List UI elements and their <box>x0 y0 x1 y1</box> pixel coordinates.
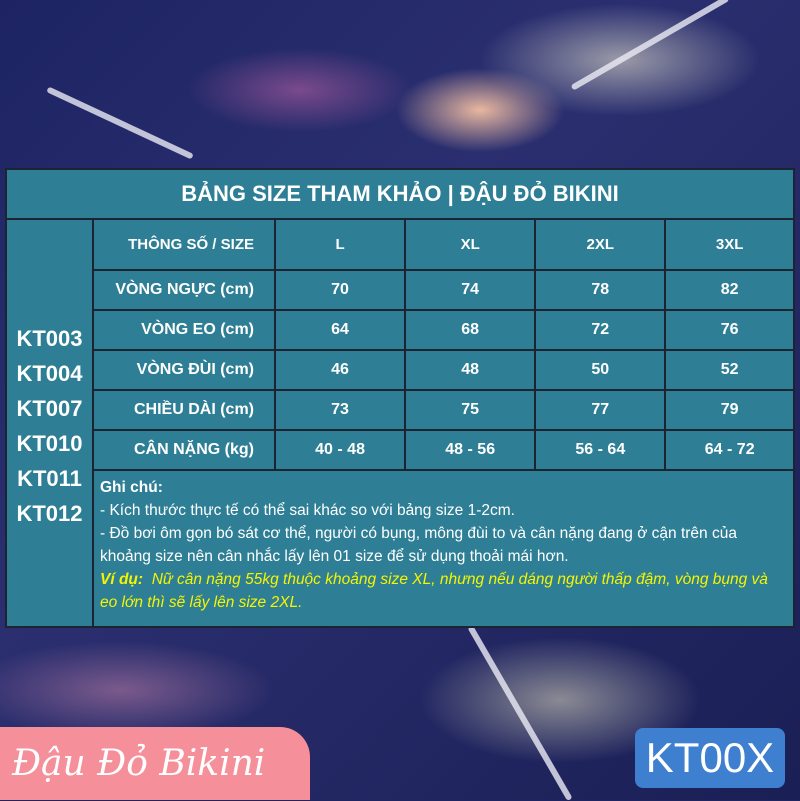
table-cell: 82 <box>664 269 793 311</box>
table-cell: 77 <box>534 389 667 431</box>
table-cell: 72 <box>534 309 667 351</box>
row-label: VÒNG NGỰC (cm) <box>94 269 276 311</box>
table-row: CÂN NẶNG (kg) 40 - 48 48 - 56 56 - 64 64 - 7… <box>94 429 793 471</box>
product-code: KT011 <box>17 466 82 491</box>
table-cell: L <box>273 220 407 271</box>
table-cell: 68 <box>404 309 537 351</box>
table-cell: 56 - 64 <box>534 429 667 471</box>
product-code: KT012 <box>16 501 83 526</box>
table-header-row: THÔNG SỐ / SIZE L XL 2XL 3XL <box>94 220 793 271</box>
size-chart: BẢNG SIZE THAM KHẢO | ĐẬU ĐỎ BIKINI KT00… <box>5 168 795 628</box>
notes: Ghi chú: - Kích thước thực tế có thể sai… <box>96 472 793 618</box>
table-cell: 64 - 72 <box>664 429 793 471</box>
brand-logo: Đậu Đỏ Bikini <box>0 727 310 800</box>
table-row: VÒNG ĐÙI (cm) 46 48 50 52 <box>94 349 793 391</box>
table-cell: XL <box>404 220 537 271</box>
table-cell: 46 <box>273 349 407 391</box>
row-label: VÒNG ĐÙI (cm) <box>94 349 276 391</box>
row-label: VÒNG EO (cm) <box>94 309 276 351</box>
table-row: CHIỀU DÀI (cm) 73 75 77 79 <box>94 389 793 431</box>
table-cell: 40 - 48 <box>273 429 407 471</box>
table-cell: 79 <box>664 389 793 431</box>
table-cell: 78 <box>534 269 667 311</box>
row-label: CÂN NẶNG (kg) <box>94 429 276 471</box>
table-cell: 73 <box>273 389 407 431</box>
table-cell: 3XL <box>664 220 793 271</box>
product-codes: KT003 KT004 KT007 KT010 KT011 KT012 <box>7 220 94 626</box>
product-code: KT007 <box>16 396 83 421</box>
size-table: THÔNG SỐ / SIZE L XL 2XL 3XL VÒNG NGỰC (cm) 70… <box>94 220 793 471</box>
table-cell: 64 <box>273 309 407 351</box>
product-code: KT010 <box>16 431 83 456</box>
note-line: - Kích thước thực tế có thể sai khác so … <box>100 502 515 519</box>
row-label: CHIỀU DÀI (cm) <box>94 389 276 431</box>
table-cell: 75 <box>404 389 537 431</box>
table-cell: 50 <box>534 349 667 391</box>
table-cell: 74 <box>404 269 537 311</box>
table-cell: 76 <box>664 309 793 351</box>
table-cell: 52 <box>664 349 793 391</box>
table-cell: 70 <box>273 269 407 311</box>
table-cell: 48 <box>404 349 537 391</box>
note-line: - Đồ bơi ôm gọn bó sát cơ thể, người có … <box>100 525 737 565</box>
product-code-badge: KT00X <box>635 728 785 788</box>
example-text: Nữ cân nặng 55kg thuộc khoảng size XL, n… <box>100 571 768 611</box>
product-code: KT004 <box>16 361 83 386</box>
product-code: KT003 <box>16 326 83 351</box>
notes-heading: Ghi chú: <box>100 479 163 496</box>
example-label: Ví dụ: <box>100 571 144 588</box>
table-cell: 2XL <box>534 220 667 271</box>
row-label: THÔNG SỐ / SIZE <box>94 220 276 271</box>
chart-title: BẢNG SIZE THAM KHẢO | ĐẬU ĐỎ BIKINI <box>7 170 793 220</box>
table-row: VÒNG NGỰC (cm) 70 74 78 82 <box>94 269 793 311</box>
table-row: VÒNG EO (cm) 64 68 72 76 <box>94 309 793 351</box>
table-cell: 48 - 56 <box>404 429 537 471</box>
